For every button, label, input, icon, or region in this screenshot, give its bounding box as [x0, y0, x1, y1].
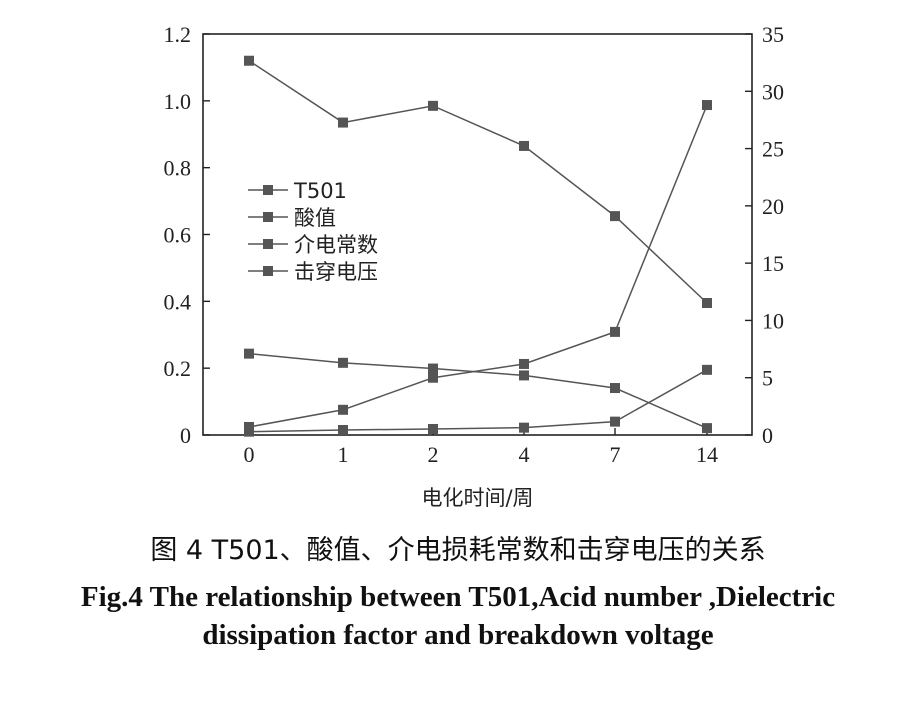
legend-marker [263, 185, 273, 195]
series-1 [244, 364, 712, 437]
left-axis-ticks: 0 0.2 0.4 0.6 0.8 1.0 1.2 [164, 22, 210, 448]
data-point-marker [338, 424, 348, 435]
data-point-marker [610, 416, 620, 427]
data-point-marker [702, 423, 712, 434]
series-line [248, 369, 708, 433]
x-tick-label: 14 [696, 442, 718, 467]
data-point-marker [428, 363, 438, 374]
data-point-marker [702, 100, 712, 111]
right-tick-label: 20 [762, 194, 784, 219]
left-tick-label: 1.0 [164, 89, 192, 114]
legend-marker [263, 212, 273, 222]
data-point-marker [610, 211, 620, 222]
data-point-marker [338, 117, 348, 128]
series-line [248, 60, 708, 304]
x-axis-ticks: 0 1 2 4 7 14 [244, 428, 718, 467]
data-point-marker [519, 358, 529, 369]
x-tick-label: 7 [610, 442, 621, 467]
right-tick-label: 30 [762, 79, 784, 104]
data-point-marker [244, 348, 254, 359]
data-point-marker [338, 357, 348, 368]
right-tick-label: 0 [762, 423, 773, 448]
series-2 [244, 100, 712, 432]
data-point-marker [610, 326, 620, 337]
right-tick-label: 25 [762, 137, 784, 162]
data-point-marker [519, 140, 529, 151]
left-tick-label: 1.2 [164, 22, 192, 47]
x-tick-label: 2 [428, 442, 439, 467]
data-point-marker [244, 421, 254, 432]
data-point-marker [702, 364, 712, 375]
series-3 [244, 348, 712, 434]
x-tick-label: 4 [519, 442, 530, 467]
data-point-marker [428, 372, 438, 383]
legend-label: T501 [293, 179, 347, 203]
data-point-marker [702, 298, 712, 309]
x-axis-title: 电化时间/周 [421, 486, 533, 510]
plot-frame [202, 33, 753, 436]
data-point-marker [428, 100, 438, 111]
right-tick-label: 10 [762, 308, 784, 333]
chart: 0 0.2 0.4 0.6 0.8 1.0 1.2 0 5 10 15 20 25 30 35 0 1 2 4 7… [164, 22, 785, 510]
x-tick-label: 1 [338, 442, 349, 467]
right-axis-ticks: 0 5 10 15 20 25 30 35 [745, 22, 784, 448]
data-point-marker [519, 422, 529, 433]
data-point-marker [610, 383, 620, 394]
left-tick-label: 0.8 [164, 156, 192, 181]
right-tick-label: 35 [762, 22, 784, 47]
legend-label: 酸值 [294, 206, 336, 230]
series-layer [244, 55, 712, 437]
left-tick-label: 0.6 [164, 223, 192, 248]
data-point-marker [244, 55, 254, 66]
legend-label: 击穿电压 [294, 260, 378, 284]
right-tick-label: 15 [762, 251, 784, 276]
series-0 [244, 55, 712, 309]
series-line [248, 352, 708, 429]
data-point-marker [338, 404, 348, 415]
legend-label: 介电常数 [294, 233, 378, 257]
caption-english: Fig.4 The relationship between T501,Acid… [80, 581, 836, 651]
legend-marker [263, 266, 273, 276]
left-tick-label: 0.2 [164, 356, 192, 381]
x-tick-label: 0 [244, 442, 255, 467]
caption-chinese: 图 4 T501、酸值、介电损耗常数和击穿电压的关系 [150, 535, 766, 566]
data-point-marker [519, 370, 529, 381]
axes [202, 33, 753, 436]
left-tick-label: 0.4 [164, 289, 192, 314]
right-tick-label: 5 [762, 366, 773, 391]
data-point-marker [428, 423, 438, 434]
left-tick-label: 0 [180, 423, 191, 448]
figure-caption: 图 4 T501、酸值、介电损耗常数和击穿电压的关系 Fig.4 The rel… [0, 528, 916, 654]
series-line [248, 104, 708, 428]
legend-marker [263, 239, 273, 249]
